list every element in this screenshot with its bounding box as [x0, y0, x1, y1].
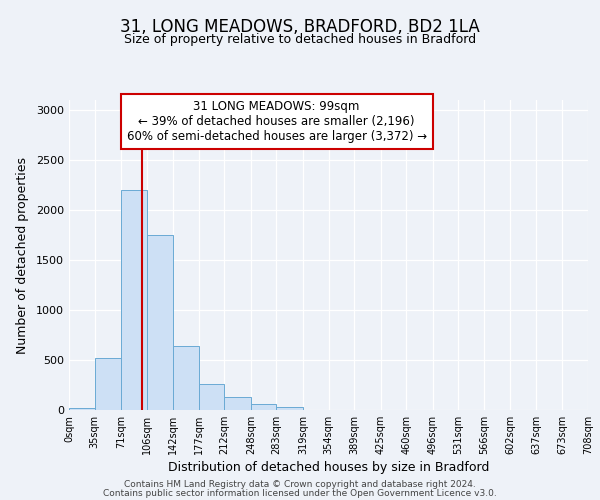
Text: Contains public sector information licensed under the Open Government Licence v3: Contains public sector information licen…	[103, 489, 497, 498]
Text: 31 LONG MEADOWS: 99sqm
← 39% of detached houses are smaller (2,196)
60% of semi-: 31 LONG MEADOWS: 99sqm ← 39% of detached…	[127, 100, 427, 143]
Bar	[224, 397, 251, 410]
Bar	[121, 190, 147, 410]
Text: 31, LONG MEADOWS, BRADFORD, BD2 1LA: 31, LONG MEADOWS, BRADFORD, BD2 1LA	[120, 18, 480, 36]
X-axis label: Distribution of detached houses by size in Bradford: Distribution of detached houses by size …	[168, 461, 489, 474]
Bar	[199, 384, 224, 410]
Bar	[277, 407, 303, 410]
Text: Size of property relative to detached houses in Bradford: Size of property relative to detached ho…	[124, 32, 476, 46]
Bar	[95, 358, 121, 410]
Bar	[173, 346, 199, 410]
Bar	[147, 235, 173, 410]
Bar	[69, 408, 95, 410]
Text: Contains HM Land Registry data © Crown copyright and database right 2024.: Contains HM Land Registry data © Crown c…	[124, 480, 476, 489]
Y-axis label: Number of detached properties: Number of detached properties	[16, 156, 29, 354]
Bar	[251, 404, 277, 410]
